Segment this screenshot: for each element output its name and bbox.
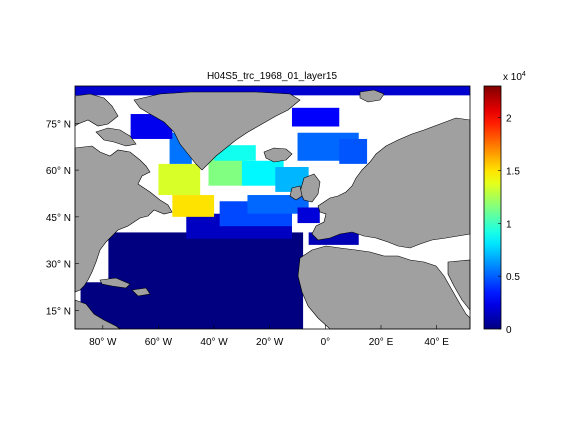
heat-cell-mid-latitude-gyre [247, 195, 309, 214]
ireland [289, 185, 303, 201]
heat-cell-bay-of-biscay [297, 207, 320, 224]
y-axis-ticks: 15° N 30° N 45° N 60° N 75° N [46, 119, 79, 317]
colorbar-multiplier: x 104 [503, 71, 526, 83]
x-tick-label: 80° W [89, 337, 117, 348]
x-tick-label: 20° W [256, 337, 284, 348]
colorbar-tick-label: 0 [506, 325, 512, 336]
eurasia-landmass [311, 117, 471, 249]
heat-cell-newfoundland-shelf [172, 195, 215, 217]
canadian-arctic-islands [74, 93, 119, 127]
x-axis-ticks: 80° W 60° W 40° W 20° W 0° 20° E 40° E [89, 325, 449, 348]
colorbar-gradient [484, 86, 501, 329]
plot-frame [74, 85, 471, 330]
cuba [99, 277, 131, 289]
baffin-island [95, 127, 137, 147]
colorbar-tick-label: 1.5 [506, 167, 520, 178]
svalbard [359, 89, 385, 103]
colorbar-ticks: 0 0.5 1 1.5 2 [498, 114, 520, 336]
heat-cell-arctic-ocean-edge [75, 86, 470, 96]
heat-cell-irminger-sea [208, 157, 248, 186]
heat-cell-labrador-sea [158, 163, 201, 196]
x-tick-label: 20° E [369, 337, 394, 348]
colorbar-frame [483, 85, 502, 330]
colorbar-tick-label: 1 [506, 219, 512, 230]
map-plot-area: 80° W 60° W 40° W 20° W 0° 20° E 40° E 15° N 30… [46, 85, 471, 348]
hispaniola [131, 287, 151, 297]
x-tick-label: 0° [321, 337, 331, 348]
x-tick-label: 40° W [200, 337, 228, 348]
africa-landmass [297, 245, 471, 330]
greenland [133, 91, 301, 171]
y-tick-label: 45° N [46, 213, 71, 224]
iceland [263, 147, 293, 163]
heat-cell-norwegian-coast [339, 138, 368, 164]
chart-title: H04S5_trc_1968_01_layer15 [207, 71, 338, 82]
colorbar: 0 0.5 1 1.5 2 x 104 [483, 71, 526, 336]
colorbar-tick-label: 2 [506, 114, 512, 125]
land-mask [74, 89, 471, 330]
colorbar-tick-label: 0.5 [506, 272, 520, 283]
y-tick-label: 75° N [46, 119, 71, 130]
north-america-landmass [74, 145, 173, 293]
y-tick-label: 15° N [46, 306, 71, 317]
x-tick-label: 40° E [424, 337, 449, 348]
heat-cell-fram-strait [291, 107, 340, 127]
y-tick-label: 60° N [46, 166, 71, 177]
x-tick-label: 60° W [145, 337, 173, 348]
y-tick-label: 30° N [46, 260, 71, 271]
